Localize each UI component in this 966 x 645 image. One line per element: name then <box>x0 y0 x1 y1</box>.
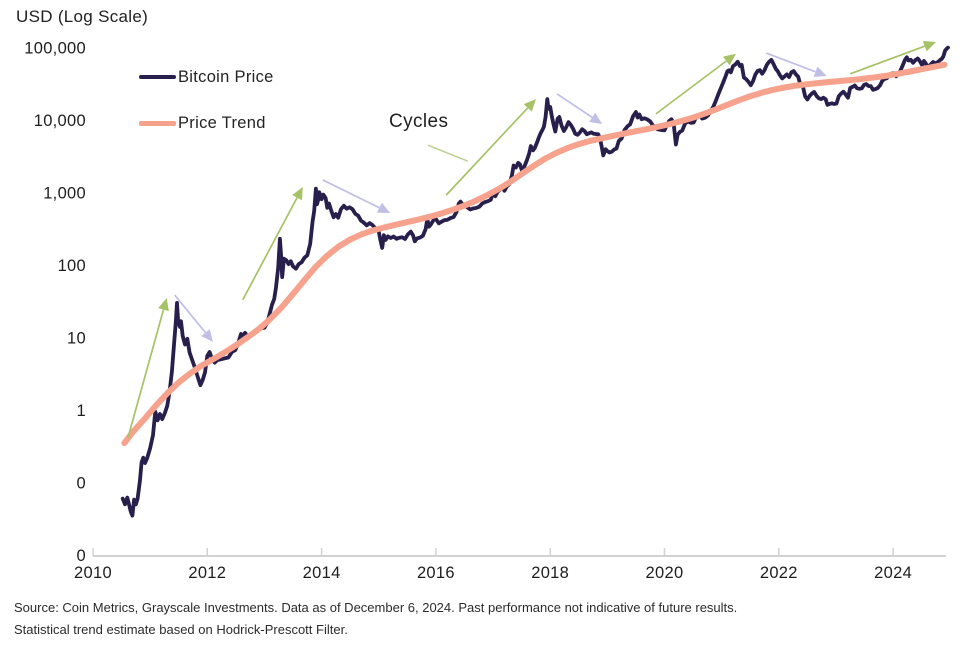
legend-item-bitcoin-price: Bitcoin Price <box>139 66 274 88</box>
cycle-down-arrow-2011 <box>174 294 207 334</box>
y-axis-tick-label: 10 <box>67 330 86 348</box>
y-axis-tick-label: 100 <box>58 257 86 275</box>
cycles-annotation-label: Cycles <box>389 111 449 132</box>
source-line-1: Source: Coin Metrics, Grayscale Investme… <box>14 600 738 615</box>
y-axis-title: USD (Log Scale) <box>16 7 149 26</box>
chart-canvas: 2010 2012 2014 2016 2018 2020 2022 2024 100,000 1… <box>24 40 950 582</box>
y-axis-tick-label: 0 <box>77 547 86 565</box>
cycle-up-arrow-2011 <box>127 309 165 439</box>
legend-label-bitcoin-price: Bitcoin Price <box>178 67 274 86</box>
legend-item-price-trend: Price Trend <box>139 112 274 134</box>
y-axis-tick-label: 1 <box>77 402 86 420</box>
cycle-down-arrow-2018 <box>556 93 593 119</box>
y-axis-tick-label: 100,000 <box>24 40 86 58</box>
x-axis-tick-label: 2010 <box>74 564 112 582</box>
x-axis-tick-label: 2022 <box>760 564 798 582</box>
price-trend-line <box>121 61 948 447</box>
x-axis-tick-label: 2020 <box>646 564 684 582</box>
cycle-up-arrow-2024 <box>849 45 926 75</box>
cycle-up-arrow-2021-head <box>723 53 736 66</box>
source-line-2: Statistical trend estimate based on Hodr… <box>14 621 348 637</box>
cycle-up-arrow-2013-head <box>292 187 303 201</box>
source-note: Source: Coin Metrics, Grayscale Investme… <box>14 597 737 640</box>
cycle-up-arrow-2013 <box>241 197 298 301</box>
cycle-down-arrow-2022-head <box>813 66 827 77</box>
cycles-callout-line <box>427 144 469 162</box>
y-axis-tick-label: 0 <box>77 475 86 493</box>
y-axis-tick-label: 10,000 <box>34 112 86 130</box>
cycle-up-arrow-2017-head <box>523 99 536 112</box>
bitcoin-price-line-swatch <box>139 75 176 79</box>
price-trend-line-swatch <box>139 120 176 126</box>
x-axis-tick-label: 2018 <box>531 564 569 582</box>
cycle-up-arrow-2011-head <box>158 298 169 312</box>
cycle-up-arrow-2017 <box>445 107 529 196</box>
cycle-down-arrow-2014 <box>322 179 380 209</box>
cycle-down-arrow-2014-head <box>376 202 391 214</box>
cycle-up-arrow-2024-head <box>922 41 936 52</box>
legend-label-price-trend: Price Trend <box>178 113 266 132</box>
cycle-down-arrow-2022 <box>765 52 816 73</box>
cycle-down-arrow-2011-head <box>201 329 214 342</box>
legend: Bitcoin Price Price Trend <box>139 66 274 158</box>
x-axis-tick-label: 2014 <box>303 564 341 582</box>
cycle-up-arrow-2021 <box>655 60 727 115</box>
x-axis-tick-label: 2016 <box>417 564 455 582</box>
x-axis-tick-label: 2012 <box>188 564 226 582</box>
x-axis-tick-label: 2024 <box>874 564 912 582</box>
y-axis-tick-label: 1,000 <box>43 185 86 203</box>
cycle-down-arrow-2018-head <box>589 112 603 125</box>
